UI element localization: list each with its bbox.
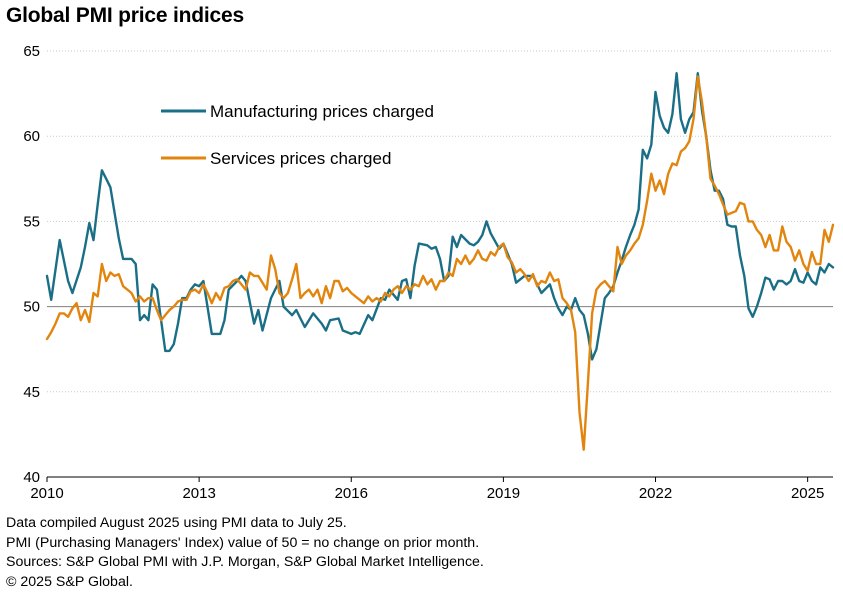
- x-tick-label: 2013: [182, 485, 215, 502]
- footnote-data-compiled: Data compiled August 2025 using PMI data…: [6, 515, 347, 531]
- y-tick-label: 65: [23, 43, 40, 60]
- y-tick-label: 55: [23, 213, 40, 230]
- footnotes: Data compiled August 2025 using PMI data…: [6, 514, 484, 592]
- y-tick-label: 45: [23, 384, 40, 401]
- footnote-pmi-definition: PMI (Purchasing Managers' Index) value o…: [6, 534, 480, 551]
- x-tick-label: 2025: [791, 485, 824, 502]
- legend-label-services: Services prices charged: [210, 149, 391, 168]
- y-axis-ticks: 40 45 50 55 60 65: [23, 43, 40, 486]
- x-tick-label: 2016: [335, 485, 368, 502]
- y-tick-label: 40: [23, 469, 40, 486]
- x-tick-label: 2010: [30, 485, 63, 502]
- series-lines: [45, 72, 835, 451]
- x-tick-label: 2019: [487, 485, 520, 502]
- gridlines: [47, 50, 833, 393]
- y-tick-label: 60: [23, 128, 40, 145]
- line-chart: 40 45 50 55 60 65 2010 2013 2016 2019 2022 2025 Ma…: [23, 43, 835, 502]
- legend-label-manufacturing: Manufacturing prices charged: [210, 102, 434, 121]
- legend: Manufacturing prices charged Services pri…: [161, 102, 434, 168]
- manufacturing-series-line: [45, 72, 835, 361]
- y-tick-label: 50: [23, 299, 40, 316]
- x-tick-label: 2022: [639, 485, 672, 502]
- x-axis: 2010 2013 2016 2019 2022 2025: [30, 476, 833, 502]
- chart-title: Global PMI price indices: [6, 4, 244, 27]
- footnote-sources: Sources: S&P Global PMI with J.P. Morgan…: [6, 554, 484, 571]
- footnote-copyright: © 2025 S&P Global.: [6, 573, 133, 590]
- services-series-line: [45, 75, 835, 451]
